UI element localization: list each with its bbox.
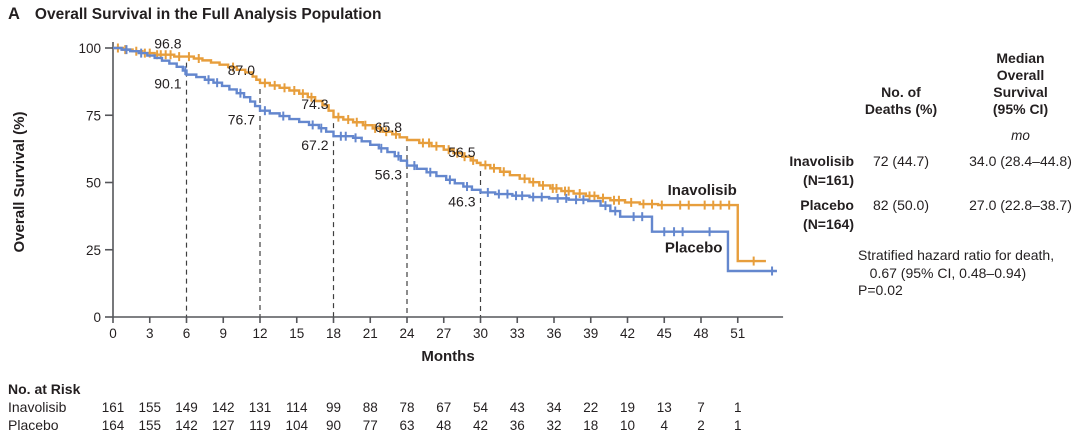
risk-count: 131 <box>249 400 272 415</box>
curve-label-inavolisib: Inavolisib <box>668 182 737 199</box>
panel-letter: A <box>8 5 20 23</box>
risk-count: 4 <box>660 418 668 433</box>
inavolisib-median-value: 34.0 (28.4–44.8) <box>969 153 1072 169</box>
x-tick-label: 18 <box>326 326 341 341</box>
risk-count: 90 <box>326 418 341 433</box>
x-tick-label: 42 <box>620 326 635 341</box>
risk-count: 127 <box>212 418 235 433</box>
risk-count: 18 <box>583 418 598 433</box>
deaths-column-header: No. of Deaths (%) <box>864 84 938 117</box>
inavolisib-milestone-value: 74.3 <box>301 96 328 112</box>
inavolisib-milestone-value: 87.0 <box>228 62 255 78</box>
risk-count: 142 <box>212 400 235 415</box>
risk-row-name: Inavolisib <box>8 399 67 415</box>
x-tick-label: 3 <box>146 326 154 341</box>
x-tick-label: 30 <box>473 326 488 341</box>
x-tick-label: 48 <box>693 326 708 341</box>
y-tick-label: 75 <box>86 108 101 123</box>
risk-count: 1 <box>734 400 742 415</box>
risk-count: 67 <box>436 400 451 415</box>
risk-count: 78 <box>399 400 414 415</box>
x-axis-label: Months <box>421 348 474 365</box>
x-tick-label: 12 <box>252 326 267 341</box>
x-tick-label: 39 <box>583 326 598 341</box>
risk-table-title: No. at Risk <box>8 381 81 397</box>
x-tick-label: 45 <box>657 326 672 341</box>
y-tick-label: 50 <box>86 176 101 191</box>
placebo-row-label: Placebo (N=164) <box>800 197 854 232</box>
placebo-milestone-value: 90.1 <box>154 76 181 92</box>
risk-count: 54 <box>473 400 489 415</box>
risk-count: 88 <box>363 400 378 415</box>
km-step-curve <box>113 46 777 273</box>
figure-title-text: Overall Survival in the Full Analysis Po… <box>34 6 382 23</box>
placebo-milestone-value: 56.3 <box>375 167 402 183</box>
risk-count: 36 <box>510 418 525 433</box>
risk-count: 2 <box>697 418 705 433</box>
placebo-milestone-value: 67.2 <box>301 137 328 153</box>
risk-count: 7 <box>697 400 705 415</box>
risk-count: 161 <box>102 400 125 415</box>
risk-count: 19 <box>620 400 635 415</box>
x-tick-label: 51 <box>730 326 745 341</box>
x-tick-label: 36 <box>546 326 561 341</box>
median-column-header: Median Overall Survival (95% CI) <box>992 50 1049 117</box>
axis-labels: Overall Survival (%) Months <box>11 112 475 365</box>
y-tick-label: 0 <box>93 310 101 325</box>
x-tick-label: 27 <box>436 326 451 341</box>
risk-count: 164 <box>102 418 125 433</box>
x-tick-label: 33 <box>510 326 525 341</box>
x-tick-label: 24 <box>399 326 415 341</box>
inavolisib-milestone-value: 56.5 <box>448 144 475 160</box>
x-tick-label: 9 <box>219 326 227 341</box>
risk-count: 99 <box>326 400 341 415</box>
risk-count: 22 <box>583 400 598 415</box>
x-tick-label: 6 <box>183 326 191 341</box>
risk-count: 1 <box>734 418 742 433</box>
inavolisib-row-label: Inavolisib (N=161) <box>789 153 854 188</box>
y-tick-label: 25 <box>86 243 101 258</box>
curve-inavolisib: Inavolisib <box>113 43 766 266</box>
unit-label: mo <box>1011 128 1030 143</box>
y-axis-label: Overall Survival (%) <box>11 112 28 253</box>
risk-count: 114 <box>286 400 308 415</box>
risk-count: 142 <box>175 418 198 433</box>
placebo-median-value: 27.0 (22.8–38.7) <box>969 197 1072 213</box>
risk-count: 34 <box>546 400 562 415</box>
placebo-milestone-value: 76.7 <box>228 112 255 128</box>
placebo-deaths-value: 82 (50.0) <box>872 197 930 213</box>
risk-count: 149 <box>175 400 198 415</box>
x-tick-label: 15 <box>289 326 304 341</box>
y-tick-label: 100 <box>78 41 101 56</box>
curve-label-placebo: Placebo <box>665 240 723 257</box>
risk-count: 104 <box>285 418 308 433</box>
inavolisib-milestone-value: 96.8 <box>154 36 181 52</box>
placebo-milestone-value: 46.3 <box>448 193 475 209</box>
hazard-ratio-note: Stratified hazard ratio for death, 0.67 … <box>858 247 1055 298</box>
milestone-dashed-lines <box>185 62 482 317</box>
risk-count: 32 <box>546 418 561 433</box>
x-tick-label: 21 <box>363 326 378 341</box>
risk-count: 42 <box>473 418 488 433</box>
x-tick-label: 0 <box>109 326 117 341</box>
curve-placebo: Placebo <box>113 45 777 276</box>
risk-count: 155 <box>138 418 161 433</box>
risk-count: 119 <box>249 418 271 433</box>
risk-count: 10 <box>620 418 635 433</box>
risk-count: 48 <box>436 418 451 433</box>
risk-count: 13 <box>657 400 672 415</box>
figure-title: A Overall Survival in the Full Analysis P… <box>8 5 381 24</box>
inavolisib-milestone-value: 65.8 <box>375 119 402 135</box>
risk-count: 77 <box>363 418 378 433</box>
risk-count: 43 <box>510 400 525 415</box>
risk-count: 155 <box>138 400 161 415</box>
risk-count: 63 <box>399 418 414 433</box>
inavolisib-deaths-value: 72 (44.7) <box>872 153 930 169</box>
risk-row-name: Placebo <box>8 417 59 433</box>
milestone-annotations: 96.8 90.1 87.0 76.7 74.3 67.2 65.8 56.3 56.5 46.3 <box>154 36 475 210</box>
